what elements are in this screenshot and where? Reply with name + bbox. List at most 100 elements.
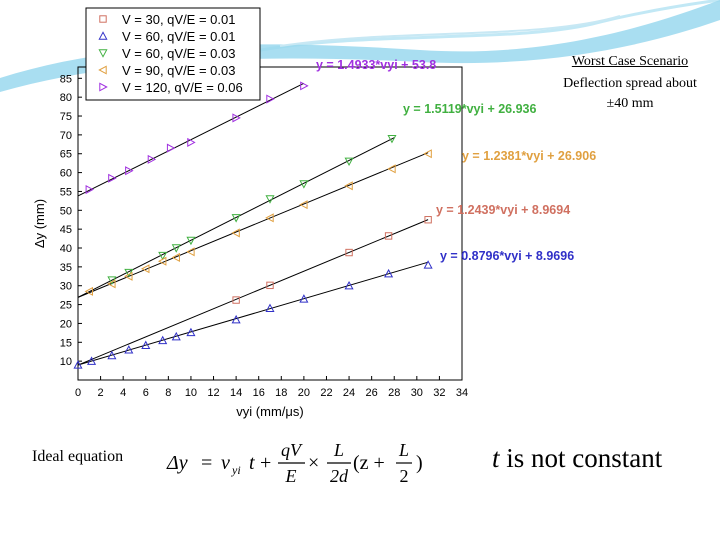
eq-frac1-den: E: [285, 466, 297, 486]
eq-frac2-num: L: [333, 440, 344, 460]
legend-box: [85, 7, 261, 101]
decorative-ribbon: [0, 0, 720, 92]
y-tick-label: 10: [60, 356, 72, 368]
data-point-series-5: [85, 185, 95, 195]
eq-frac2-den: 2d: [330, 466, 349, 486]
data-point-series-2: [344, 280, 354, 290]
eq-v: v: [221, 452, 230, 474]
eq-lhs: Δy: [166, 452, 188, 474]
ideal-equation-label: Ideal equation: [32, 448, 124, 465]
x-tick-label: 8: [165, 387, 171, 399]
x-tick-label: 0: [75, 387, 81, 399]
legend: V = 30, qV/E = 0.01 V = 60, qV/E = 0.01 V …: [85, 7, 261, 101]
fit-line-5: [77, 82, 305, 197]
data-point-series-2: [107, 350, 117, 360]
data-point-series-4: [157, 256, 167, 266]
x-tick-label: 12: [207, 387, 219, 399]
data-point-series-5: [125, 166, 134, 176]
eq-v-sub: yi: [231, 463, 241, 477]
fit-label-1: y = 1.2439*vyi + 8.9694: [436, 203, 570, 217]
data-point-series-2: [231, 314, 241, 324]
fit-label-3: y = 1.5119*vyi + 26.936: [403, 102, 537, 116]
data-point-series-1: [384, 232, 393, 240]
x-axis-label: vyi (mm/μs): [236, 404, 303, 419]
t-variable: t: [492, 443, 500, 473]
data-point-series-5: [187, 137, 196, 147]
fit-line-2: [77, 261, 429, 366]
y-tick-label: 80: [60, 92, 72, 104]
plot-frame: [77, 66, 463, 381]
scenario-title: Worst Case Scenario: [571, 54, 689, 69]
x-tick-label: 20: [298, 387, 310, 399]
data-point-series-4: [265, 213, 274, 223]
legend-label-5: V = 120, qV/E = 0.06: [122, 80, 243, 95]
legend-label-1: V = 30, qV/E = 0.01: [122, 12, 235, 27]
data-point-series-3: [171, 244, 181, 253]
x-tick-label: 4: [120, 387, 126, 399]
eq-paren: (z +: [353, 452, 385, 474]
eq-frac3-num: L: [398, 440, 409, 460]
legend-label-3: V = 60, qV/E = 0.03: [122, 46, 235, 61]
x-tick-label: 22: [320, 387, 332, 399]
data-point-series-2: [171, 331, 181, 341]
data-point-series-4: [299, 200, 308, 210]
data-point-series-5: [166, 143, 176, 153]
data-point-series-3: [265, 195, 275, 204]
fit-label-2: y = 0.8796*vyi + 8.9696: [440, 249, 574, 263]
t-not-constant-note: t is not constant: [492, 443, 662, 474]
data-point-series-4: [344, 181, 353, 191]
y-tick-label: 35: [60, 262, 72, 274]
y-tick-label: 50: [60, 205, 72, 217]
data-point-series-4: [107, 279, 116, 289]
eq-t: t: [249, 452, 255, 474]
y-tick-label: 15: [60, 337, 72, 349]
data-point-series-2: [299, 294, 309, 303]
legend-marker-1: [99, 15, 107, 23]
data-point-series-2: [73, 360, 83, 369]
fit-label-4: y = 1.2381*vyi + 26.906: [462, 149, 596, 163]
y-tick-label: 45: [60, 224, 72, 236]
data-point-series-3: [158, 251, 168, 261]
legend-marker-2: [98, 31, 108, 40]
data-point-series-2: [423, 260, 433, 269]
x-tick-label: 32: [433, 387, 445, 399]
x-tick-label: 2: [98, 387, 104, 399]
eq-equals: =: [201, 452, 212, 474]
y-tick-label: 40: [60, 243, 72, 255]
scenario-line-1: Deflection spread about: [563, 76, 697, 91]
y-tick-label: 60: [60, 168, 72, 180]
eq-close: ): [416, 452, 423, 474]
data-point-series-5: [147, 154, 157, 164]
data-point-series-4: [84, 286, 93, 296]
fit-label-5: y = 1.4933*vyi + 53.8: [316, 58, 436, 72]
x-tick-label: 16: [253, 387, 265, 399]
ribbon-line: [279, 15, 621, 47]
legend-marker-3: [98, 49, 108, 58]
fit-line-4: [77, 152, 429, 298]
data-point-series-2: [141, 340, 151, 350]
data-point-series-2: [158, 335, 168, 345]
y-tick-label: 70: [60, 130, 72, 142]
x-tick-label: 30: [411, 387, 423, 399]
y-tick-label: 65: [60, 149, 72, 161]
t-note-text: is not constant: [499, 443, 663, 473]
data-point-series-2: [124, 345, 134, 354]
y-tick-label: 55: [60, 186, 72, 198]
data-point-series-5: [108, 173, 117, 183]
data-point-series-4: [141, 264, 150, 274]
eq-times: ×: [308, 452, 319, 474]
ribbon-band: [0, 0, 720, 92]
fit-line-3: [77, 137, 395, 298]
y-axis-label: Δy (mm): [32, 199, 47, 248]
eq-frac1-num: qV: [281, 440, 303, 460]
data-point-series-4: [186, 247, 195, 257]
data-point-series-4: [231, 228, 240, 238]
data-point-series-2: [87, 356, 97, 365]
y-tick-label: 85: [60, 73, 72, 85]
data-point-series-1: [232, 296, 240, 304]
data-point-series-4: [124, 271, 133, 281]
y-tick-label: 25: [60, 300, 72, 312]
data-point-series-3: [299, 180, 309, 189]
fit-labels: y = 1.2439*vyi + 8.9694 y = 0.8796*vyi + …: [316, 58, 596, 263]
x-tick-label: 18: [275, 387, 287, 399]
